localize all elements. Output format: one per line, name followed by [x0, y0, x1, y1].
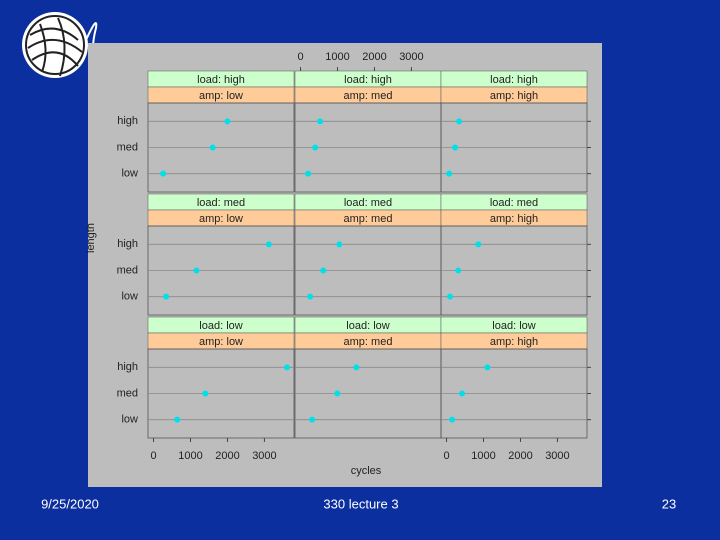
- x-tick-label: 1000: [471, 450, 495, 462]
- dot: [455, 267, 462, 274]
- footer-date: 9/25/2020: [41, 496, 99, 511]
- dot: [209, 144, 216, 151]
- x-tick-label: 3000: [399, 51, 423, 63]
- dot: [309, 416, 316, 423]
- x-tick-label: 1000: [325, 51, 349, 63]
- strip-label: load: low: [492, 320, 535, 332]
- dot: [475, 241, 482, 248]
- strip-label: load: high: [344, 74, 392, 86]
- dot: [283, 364, 290, 371]
- x-axis-label: cycles: [351, 465, 382, 477]
- y-tick-label: med: [117, 141, 138, 153]
- strip-label: amp: low: [199, 213, 243, 225]
- dot: [312, 144, 319, 151]
- dot: [336, 241, 343, 248]
- dot: [265, 241, 272, 248]
- dot: [174, 416, 181, 423]
- dot: [452, 144, 459, 151]
- dot: [334, 390, 341, 397]
- x-tick-label: 1000: [178, 450, 202, 462]
- strip-label: load: low: [346, 320, 389, 332]
- dot: [307, 293, 314, 300]
- dot: [449, 416, 456, 423]
- x-tick-label: 0: [150, 450, 156, 462]
- strip-label: amp: med: [344, 336, 393, 348]
- strip-label: load: med: [490, 197, 538, 209]
- strip-label: load: med: [344, 197, 392, 209]
- strip-label: amp: high: [490, 336, 538, 348]
- logo: [22, 12, 98, 78]
- dot: [353, 364, 360, 371]
- dot: [317, 118, 324, 125]
- strip-label: load: high: [197, 74, 245, 86]
- dot: [320, 267, 327, 274]
- x-tick-label: 2000: [508, 450, 532, 462]
- strip-label: load: med: [197, 197, 245, 209]
- plot-background: [88, 43, 602, 487]
- y-tick-label: med: [117, 264, 138, 276]
- strip-label: amp: high: [490, 213, 538, 225]
- y-axis-label: length: [85, 223, 97, 253]
- dot: [456, 118, 463, 125]
- dot: [305, 170, 312, 177]
- strip-label: amp: low: [199, 336, 243, 348]
- x-tick-label: 3000: [252, 450, 276, 462]
- dot: [160, 170, 167, 177]
- strip-label: amp: med: [344, 213, 393, 225]
- x-tick-label: 3000: [545, 450, 569, 462]
- y-tick-label: high: [117, 361, 138, 373]
- dot: [446, 170, 453, 177]
- strip-label: amp: high: [490, 90, 538, 102]
- dot: [447, 293, 454, 300]
- strip-label: amp: low: [199, 90, 243, 102]
- page-number: 23: [662, 496, 676, 511]
- dot: [193, 267, 200, 274]
- dot: [163, 293, 170, 300]
- y-tick-label: high: [117, 238, 138, 250]
- footer-title: 330 lecture 3: [323, 496, 398, 511]
- dot: [459, 390, 466, 397]
- y-tick-label: med: [117, 387, 138, 399]
- x-tick-label: 2000: [362, 51, 386, 63]
- x-tick-label: 0: [297, 51, 303, 63]
- dot: [224, 118, 231, 125]
- y-tick-label: high: [117, 115, 138, 127]
- y-tick-label: low: [121, 168, 138, 180]
- y-tick-label: low: [121, 414, 138, 426]
- dot: [484, 364, 491, 371]
- x-tick-label: 2000: [215, 450, 239, 462]
- strip-label: load: high: [490, 74, 538, 86]
- y-tick-label: low: [121, 291, 138, 303]
- strip-label: amp: med: [344, 90, 393, 102]
- strip-label: load: low: [199, 320, 242, 332]
- x-tick-label: 0: [443, 450, 449, 462]
- dot: [202, 390, 209, 397]
